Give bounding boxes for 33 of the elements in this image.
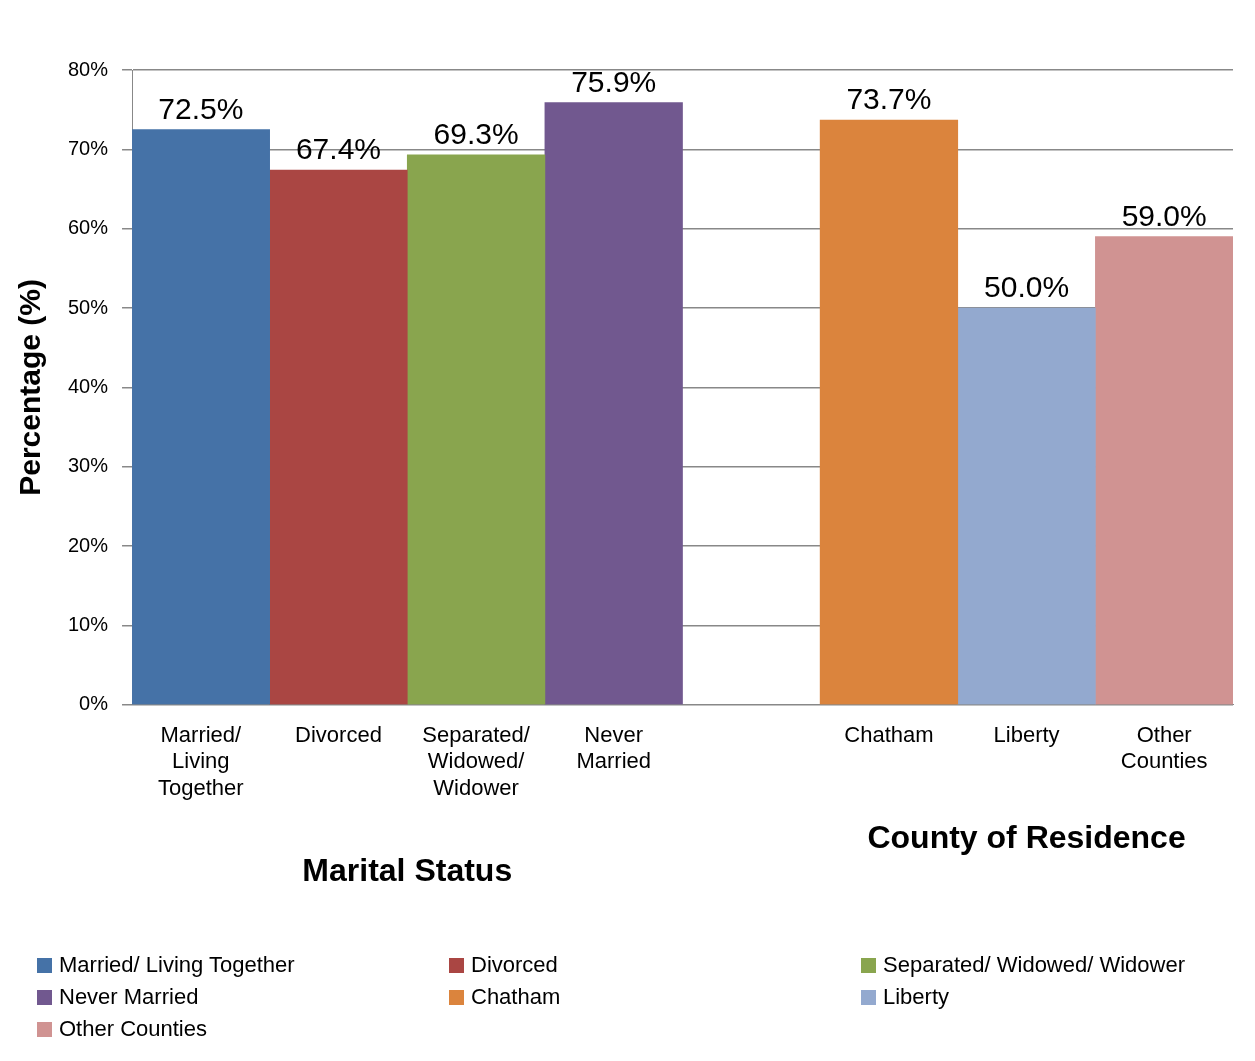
- data-label: 72.5%: [158, 91, 244, 125]
- y-tick-label: 70%: [68, 136, 109, 159]
- y-tick-label: 50%: [68, 295, 109, 318]
- y-tick-label: 40%: [68, 374, 109, 397]
- y-tick-label: 60%: [68, 216, 109, 239]
- y-tick-label: 80%: [68, 57, 109, 80]
- x-tick-label: Separated/ Widowed/ Widower: [422, 722, 531, 800]
- data-label: 75.9%: [571, 64, 657, 98]
- data-label: 73.7%: [846, 82, 932, 116]
- x-tick-label: Never Married: [576, 722, 651, 774]
- data-label: 69.3%: [433, 117, 519, 151]
- x-tick-label: Divorced: [295, 722, 382, 748]
- legend-label: Other Counties: [59, 1016, 207, 1042]
- y-tick-label: 20%: [68, 533, 109, 556]
- data-label: 67.4%: [295, 132, 381, 166]
- legend-label: Chatham: [471, 984, 561, 1010]
- legend-label: Liberty: [883, 984, 950, 1010]
- x-tick-label: Chatham: [844, 722, 934, 748]
- y-tick-label: 0%: [79, 692, 109, 715]
- data-label: 59.0%: [1121, 198, 1207, 232]
- x-tick-label: Other Counties: [1120, 722, 1208, 774]
- data-label: 50.0%: [984, 270, 1070, 304]
- text: County of Residence: [867, 818, 1186, 855]
- legend-label: Married/ Living Together: [59, 952, 295, 978]
- y-axis-title: Percentage (%): [13, 279, 47, 496]
- y-tick-label: 10%: [68, 612, 109, 635]
- legend-label: Divorced: [471, 952, 558, 978]
- legend-label: Never Married: [59, 984, 199, 1010]
- x-tick-label: Liberty: [993, 722, 1060, 748]
- y-tick-label: 30%: [68, 454, 109, 477]
- text: Marital Status: [302, 851, 513, 888]
- legend-label: Separated/ Widowed/ Widower: [883, 952, 1186, 978]
- x-tick-label: Married/ Living Together: [158, 722, 244, 800]
